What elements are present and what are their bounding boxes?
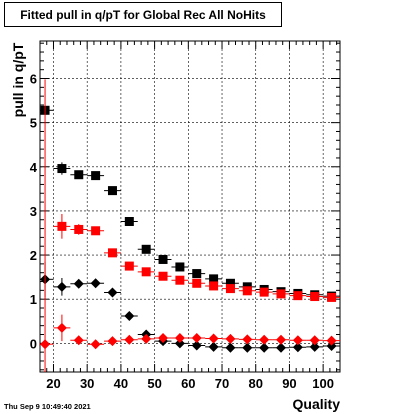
data-point-diamond [124,310,135,321]
data-point-diamond [174,333,185,344]
x-tick-label: 30 [80,376,94,391]
data-point-diamond [56,281,67,292]
data-point-square [124,261,134,271]
data-point-square [310,292,320,302]
data-point-square [242,286,252,296]
data-point-diamond [225,342,236,353]
y-tick-label: 0 [30,336,37,351]
data-point-square [225,284,235,294]
x-tick-label: 70 [215,376,229,391]
x-tick-label: 90 [282,376,296,391]
data-point-diamond [225,333,236,344]
data-point-diamond [309,341,320,352]
data-point-square [293,291,303,301]
data-point-square [259,287,269,297]
data-point-diamond [292,342,303,353]
series-1 [40,105,340,301]
data-point-square [158,254,168,264]
data-point-diamond [141,333,152,344]
data-point-diamond [107,287,118,298]
timestamp-text: Thu Sep 9 10:49:40 2021 [4,402,91,411]
y-axis-label: pull in q/pT [10,42,26,118]
series-3 [40,261,340,353]
grid-lines [40,41,340,372]
data-point-diamond [90,339,101,350]
data-point-square [175,262,185,272]
data-point-square [192,269,202,279]
data-point-square [158,271,168,281]
data-point-square [209,274,219,284]
data-point-diamond [124,334,135,345]
data-point-diamond [276,334,287,345]
data-point-diamond [107,336,118,347]
series-4 [40,79,340,372]
data-point-diamond [73,335,84,346]
data-point-square [225,278,235,288]
data-point-square [175,275,185,285]
data-point-square [141,244,151,254]
data-point-diamond [90,278,101,289]
data-point-square [107,186,117,196]
data-point-diamond [242,334,253,345]
data-point-diamond [259,342,270,353]
data-point-square [209,281,219,291]
data-point-square [107,248,117,258]
data-point-square [192,278,202,288]
data-point-diamond [276,342,287,353]
data-point-diamond [73,278,84,289]
x-tick-label: 50 [147,376,161,391]
x-tick-label: 40 [114,376,128,391]
data-point-diamond [56,322,67,333]
y-tick-label: 6 [30,72,37,87]
data-point-square [276,289,286,299]
x-axis-label: Quality [292,396,340,412]
data-point-square [141,267,151,277]
data-point-diamond [259,334,270,345]
data-point-diamond [158,333,169,344]
x-tick-label: 60 [181,376,195,391]
y-tick-label: 2 [30,248,37,263]
plot-frame [39,40,341,373]
y-tick-label: 3 [30,204,37,219]
data-point-square [57,164,67,174]
x-tick-label: 80 [248,376,262,391]
data-point-square [57,221,67,231]
data-point-diamond [292,335,303,346]
chart-title: Fitted pull in q/pT for Global Rec All N… [4,2,282,27]
data-point-diamond [242,342,253,353]
y-tick-label: 4 [30,160,38,175]
data-point-diamond [174,338,185,349]
data-point-diamond [191,333,202,344]
series-2 [53,214,340,302]
data-point-diamond [208,341,219,352]
data-point-square [74,224,84,234]
data-point-diamond [191,340,202,351]
x-tick-label: 100 [312,376,334,391]
data-point-diamond [208,333,219,344]
y-tick-label: 5 [30,116,37,131]
data-point-square [74,170,84,180]
data-point-square [327,292,337,302]
data-point-diamond [309,335,320,346]
data-point-diamond [326,340,337,351]
y-tick-label: 1 [30,292,37,307]
data-point-square [91,226,101,236]
data-point-square [124,217,134,227]
data-point-square [91,171,101,181]
data-point-diamond [326,335,337,346]
data-marks [40,79,340,372]
x-tick-label: 20 [46,376,60,391]
data-point-diamond [40,339,51,350]
